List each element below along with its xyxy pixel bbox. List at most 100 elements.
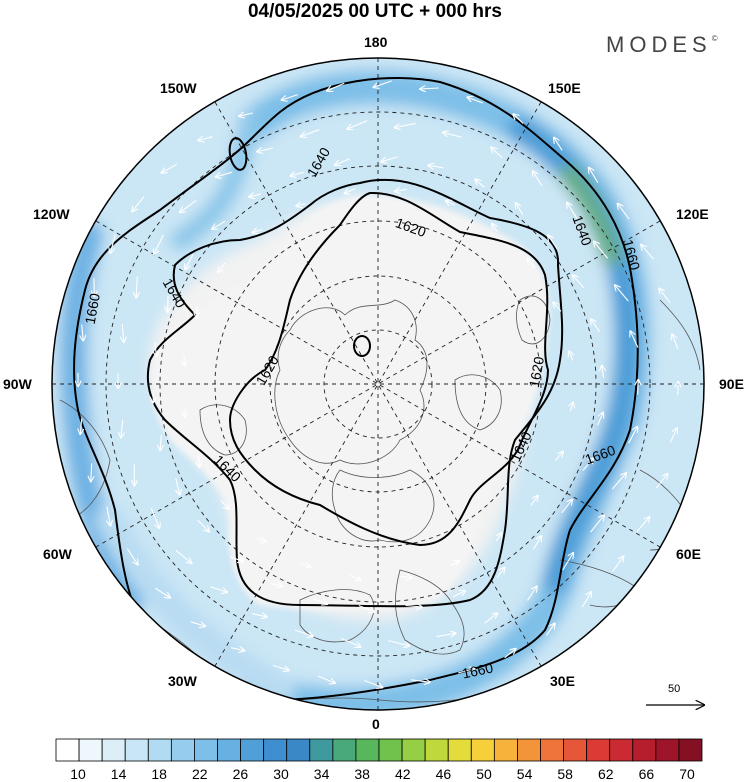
wind-vector [249, 194, 262, 197]
wind-vector [126, 548, 138, 565]
map-border [51, 57, 705, 711]
wind-vector [669, 428, 677, 443]
wind-vector [301, 129, 320, 137]
wind-vector [504, 649, 516, 659]
colorbar-label: 22 [192, 766, 208, 782]
colorbar-swatch [493, 738, 518, 762]
wind-vector [611, 473, 626, 490]
wind-vector [561, 500, 572, 514]
wind-vector [216, 171, 233, 177]
wind-band-southwest [95, 505, 295, 705]
wind-vector [198, 137, 213, 141]
wind-vector [185, 254, 194, 269]
colorbar-swatch [470, 738, 495, 762]
wind-vector [562, 553, 573, 571]
colorbar-swatch [424, 738, 449, 762]
wind-vector [185, 407, 186, 417]
wind-vector [630, 331, 639, 348]
wind-vector [107, 506, 111, 526]
graticule [52, 58, 704, 710]
wind-vector [175, 549, 192, 563]
wind-vector [526, 587, 536, 601]
wind-vector [381, 156, 398, 162]
wind-vector [582, 592, 592, 608]
wind-vector [597, 413, 603, 426]
wind-vector [532, 536, 541, 550]
colorbar-swatch [55, 738, 80, 762]
wind-vector [655, 474, 667, 489]
colorbar-swatch [447, 738, 472, 762]
wind-vector [533, 171, 543, 187]
wind-vector [251, 614, 267, 617]
lon-label-120w: 120W [33, 206, 70, 222]
colorbar-swatch [124, 738, 149, 762]
wind-vector [300, 564, 310, 567]
wind-vector [296, 204, 306, 206]
wind-vector [121, 419, 123, 438]
map-disk [52, 58, 704, 710]
wind-vector [428, 165, 444, 168]
reference-vector-label: 50 [668, 683, 681, 695]
wind-vector [638, 380, 639, 395]
wind-vector [150, 507, 159, 528]
wind-vector [364, 679, 382, 688]
wind-vector [636, 517, 650, 532]
wind-vector [443, 133, 462, 138]
height-contours [73, 76, 639, 702]
contour-label: 1660 [620, 238, 644, 272]
wind-vector [335, 158, 351, 165]
wind-vector [496, 533, 501, 542]
wind-vector [348, 120, 368, 129]
colorbar-swatch [309, 738, 334, 762]
wind-vector [553, 303, 562, 312]
wind-vector [132, 196, 145, 212]
wind-vector [591, 319, 600, 333]
wind-vector [154, 234, 164, 254]
colorbar-label: 26 [232, 766, 249, 782]
wind-vector [253, 229, 262, 232]
lon-label-180: 180 [364, 34, 388, 50]
colorbar [55, 738, 703, 762]
lon-label-150w: 150W [160, 80, 197, 96]
wind-vector [176, 478, 180, 494]
wind-band-north [170, 110, 260, 250]
colorbar-swatch [170, 738, 195, 762]
wind-vector [395, 122, 416, 127]
wind-vector [198, 455, 199, 467]
wind-vector [210, 586, 227, 592]
wind-vector [155, 342, 156, 356]
colorbar-swatch [655, 738, 680, 762]
colorbar-swatch [263, 738, 288, 762]
colorbar-label: 34 [313, 766, 330, 782]
wind-vector [452, 591, 465, 598]
wind-vector [569, 351, 573, 361]
wind-vector [528, 258, 535, 269]
wind-vector [615, 285, 629, 302]
wind-vector [312, 598, 327, 604]
wind-vector [122, 323, 124, 342]
colorbar-swatch [240, 738, 265, 762]
wind-vector [420, 88, 439, 89]
wind-vector [327, 82, 345, 90]
colorbar-swatch [632, 738, 657, 762]
wind-vector [594, 242, 609, 259]
lon-label-120e: 120E [676, 206, 709, 222]
wind-vector [411, 680, 430, 682]
wind-vector [272, 664, 289, 670]
contour-label: 1660 [461, 659, 495, 681]
colorbar-label: 62 [598, 766, 614, 782]
colorbar-swatch [78, 738, 103, 762]
wind-speed-shading [52, 58, 704, 710]
colorbar-label: 70 [679, 766, 695, 782]
colorbar-label: 18 [151, 766, 167, 782]
wind-vector [573, 275, 585, 289]
wind-vector [197, 519, 209, 532]
wind-vector [220, 500, 229, 510]
lon-label-0: 0 [372, 716, 380, 732]
wind-vector [345, 189, 356, 194]
wind-vector [678, 382, 679, 396]
brand-name: MODES [606, 32, 712, 57]
wind-vector [80, 418, 81, 434]
wind-vector [405, 606, 422, 607]
